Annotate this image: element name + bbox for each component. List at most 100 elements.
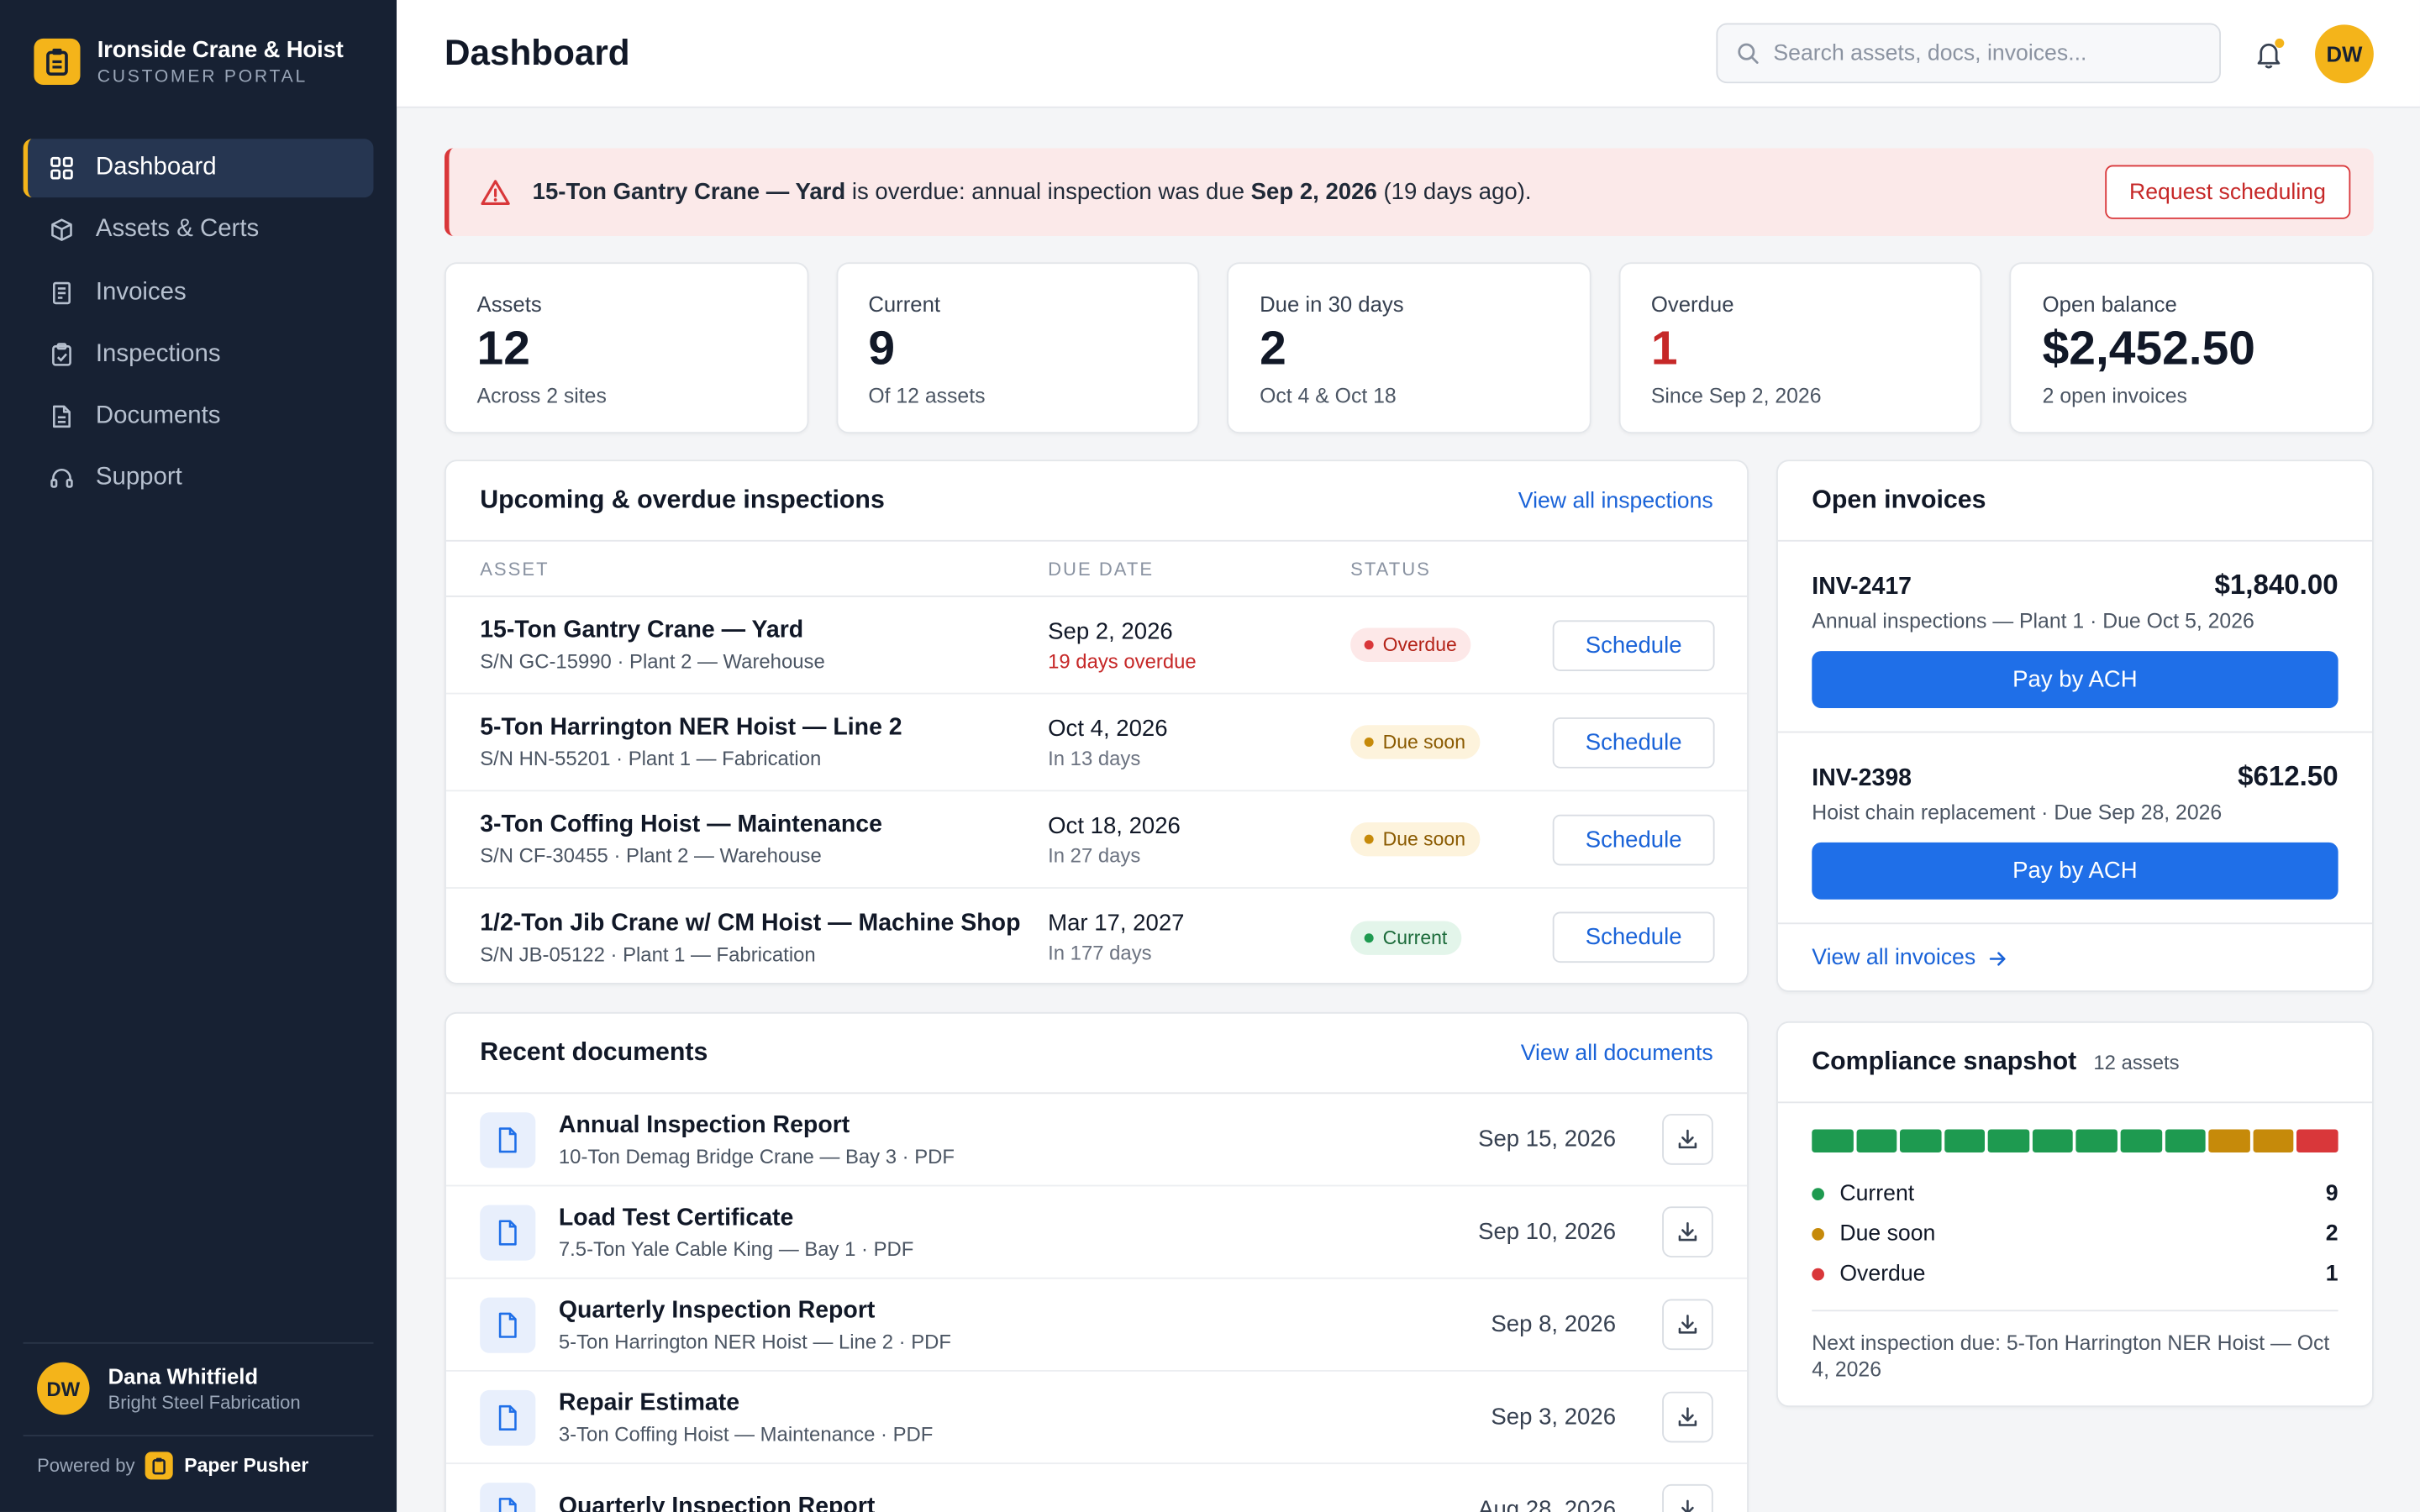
invoice-description: Hoist chain replacement · Due Sep 28, 20… <box>1812 801 2223 824</box>
document-meta: 5-Ton Harrington NER Hoist — Line 2 · PD… <box>558 1329 951 1352</box>
list-item[interactable]: Quarterly Inspection Report Aug 28, 2026 <box>446 1464 1747 1512</box>
schedule-button[interactable]: Schedule <box>1552 813 1715 865</box>
column-header-asset: ASSET <box>480 557 550 580</box>
notifications-button[interactable] <box>2252 36 2286 70</box>
document-date: Sep 10, 2026 <box>1478 1218 1617 1246</box>
sidebar-item-invoices[interactable]: Invoices <box>24 263 374 322</box>
list-item[interactable]: Repair Estimate 3-Ton Coffing Hoist — Mai… <box>445 1372 1748 1465</box>
status-label: Due soon <box>1382 731 1465 753</box>
download-button[interactable] <box>1662 1206 1713 1257</box>
document-date: Sep 8, 2026 <box>1491 1311 1617 1338</box>
view-all-documents-link[interactable]: View all documents <box>1520 1040 1713 1066</box>
compliance-segment-current <box>1855 1129 1897 1153</box>
avatar[interactable]: DW <box>2315 24 2374 83</box>
pay-by-ach-button[interactable]: Pay by ACH <box>1812 842 2338 900</box>
document-name: Quarterly Inspection Report <box>558 1493 876 1512</box>
legend-dot <box>1812 1188 1824 1200</box>
asset-name: 5-Ton Harrington NER Hoist — Line 2 <box>480 714 902 741</box>
card-title: Open invoices <box>1812 486 1986 514</box>
alert-date: Sep 2, 2026 <box>1250 179 1377 206</box>
compliance-segment-current <box>2120 1129 2162 1153</box>
table-row: 1/2-Ton Jib Crane w/ CM Hoist — Machine … <box>446 889 1747 983</box>
compliance-segment-current <box>1812 1129 1854 1153</box>
page-title: Dashboard <box>444 32 630 73</box>
download-icon <box>1678 1129 1697 1149</box>
card-title: Compliance snapshot <box>1812 1047 2077 1076</box>
kpi-value: 1 <box>1650 321 1678 375</box>
user-profile[interactable]: DW Dana Whitfield Bright Steel Fabricati… <box>23 1341 374 1415</box>
status-label: Due soon <box>1382 828 1465 851</box>
sidebar-item-label: Support <box>95 465 182 491</box>
invoice-amount: $1,840.00 <box>2214 569 2338 601</box>
pay-by-ach-button[interactable]: Pay by ACH <box>1812 651 2338 709</box>
open-invoices-card: Open invoices INV-2417 $1,840.00 Annual … <box>1776 459 2374 992</box>
due-relative: In 177 days <box>1048 941 1152 964</box>
kpi-value: 2 <box>1260 321 1286 375</box>
list-item[interactable]: Annual Inspection Report 10-Ton Demag Bri… <box>445 1094 1748 1187</box>
kpi-sub: Since Sep 2, 2026 <box>1650 383 1822 407</box>
list-item[interactable]: Quarterly Inspection Report 5-Ton Harring… <box>445 1279 1748 1372</box>
legend-value: 9 <box>2325 1181 2338 1207</box>
document-meta: 3-Ton Coffing Hoist — Maintenance · PDF <box>558 1421 934 1446</box>
card-header: Upcoming & overdue inspections View all … <box>445 461 1748 542</box>
kpi-label: Open balance <box>2042 291 2177 317</box>
user-name: Dana Whitfield <box>108 1363 259 1389</box>
search-input[interactable] <box>1773 40 2206 66</box>
brand[interactable]: Ironside Crane & Hoist CUSTOMER PORTAL <box>34 37 344 87</box>
headset-icon <box>50 469 73 489</box>
invoice-number[interactable]: INV-2398 <box>1812 765 1912 792</box>
request-scheduling-button[interactable]: Request scheduling <box>2104 165 2351 219</box>
sidebar-item-label: Invoices <box>95 278 187 305</box>
next-inspection-note: Next inspection due: 5-Ton Harrington NE… <box>1812 1310 2338 1383</box>
legend-label: Current <box>1839 1181 1915 1207</box>
view-all-invoices-label: View all invoices <box>1812 945 1976 971</box>
download-button[interactable] <box>1662 1299 1713 1351</box>
download-button[interactable] <box>1662 1391 1713 1443</box>
asset-count: 12 assets <box>2093 1050 2180 1074</box>
asset-name: 1/2-Ton Jib Crane w/ CM Hoist — Machine … <box>480 909 1021 936</box>
kpi-label: Current <box>868 291 941 317</box>
sidebar-item-assets[interactable]: Assets & Certs <box>24 201 374 260</box>
compliance-snapshot-card: Compliance snapshot 12 assets Current 9 … <box>1776 1021 2374 1408</box>
sidebar-item-inspections[interactable]: Inspections <box>24 325 374 384</box>
legend-dot <box>1812 1268 1824 1281</box>
compliance-segment-current <box>2032 1129 2074 1153</box>
list-item[interactable]: Load Test Certificate 7.5-Ton Yale Cable … <box>445 1186 1748 1279</box>
download-button[interactable] <box>1662 1483 1713 1512</box>
invoice-item: INV-2417 $1,840.00 Annual inspections — … <box>1777 542 2373 733</box>
download-icon <box>1678 1221 1697 1242</box>
legend-value: 2 <box>2325 1221 2338 1247</box>
document-meta: 7.5-Ton Yale Cable King — Bay 1 · PDF <box>558 1236 914 1260</box>
legend-row-overdue: Overdue 1 <box>1812 1254 2338 1294</box>
sidebar-item-documents[interactable]: Documents <box>24 387 374 446</box>
box-icon <box>51 218 72 242</box>
table-row: 15-Ton Gantry Crane — Yard S/N GC-15990 ·… <box>445 597 1748 695</box>
download-button[interactable] <box>1662 1114 1713 1165</box>
sidebar-item-dashboard[interactable]: Dashboard <box>23 139 374 198</box>
search-box[interactable] <box>1716 23 2222 84</box>
view-all-invoices-link[interactable]: View all invoices <box>1778 924 2372 990</box>
kpi-card-due-30: Due in 30 days 2 Oct 4 & Oct 18 <box>1227 262 1591 434</box>
sidebar-item-support[interactable]: Support <box>24 449 374 508</box>
asset-name: 3-Ton Coffing Hoist — Maintenance <box>480 811 882 838</box>
main: Dashboard DW 15-Ton Gantry Crane — Yard … <box>397 0 2420 1512</box>
paper-pusher-logo-icon <box>145 1452 174 1480</box>
invoice-number[interactable]: INV-2417 <box>1812 574 1912 601</box>
schedule-button[interactable]: Schedule <box>1552 717 1715 768</box>
sidebar-item-label: Documents <box>95 402 221 429</box>
kpi-label: Assets <box>476 291 542 317</box>
invoice-description: Annual inspections — Plant 1 · Due Oct 5… <box>1812 609 2254 633</box>
view-all-inspections-link[interactable]: View all inspections <box>1518 488 1713 513</box>
compliance-segment-due-soon <box>2253 1129 2294 1153</box>
kpi-card-assets: Assets 12 Across 2 sites <box>444 262 808 434</box>
compliance-segment-current <box>2076 1129 2118 1153</box>
compliance-legend: Current 9 Due soon 2 Overdue 1 <box>1812 1174 2338 1294</box>
schedule-button[interactable]: Schedule <box>1552 911 1715 963</box>
document-meta: 10-Ton Demag Bridge Crane — Bay 3 · PDF <box>558 1143 955 1168</box>
receipt-icon <box>52 281 71 304</box>
due-date: Oct 18, 2026 <box>1048 812 1181 839</box>
sidebar-item-label: Inspections <box>95 340 221 367</box>
legend-dot <box>1812 1228 1824 1241</box>
kpi-value: $2,452.50 <box>2042 321 2255 375</box>
schedule-button[interactable]: Schedule <box>1552 619 1715 671</box>
